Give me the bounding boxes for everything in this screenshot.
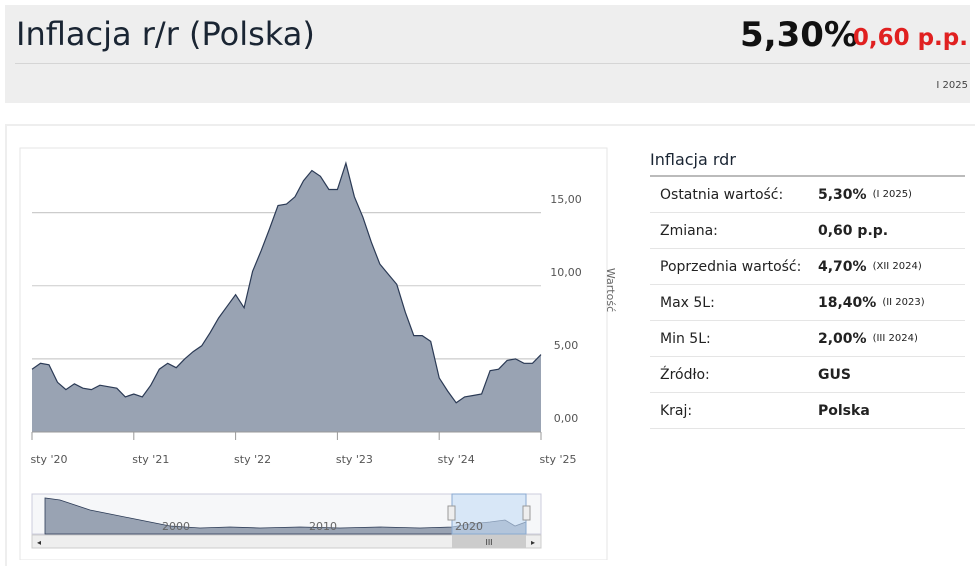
navigator-label: 2010 [309,520,337,533]
y-axis-title: Wartość [604,268,617,312]
table-row: Kraj: Polska [650,393,965,429]
y-tick-label: 15,00 [550,193,582,206]
y-tick-label: 0,00 [554,412,579,425]
navigator-handle[interactable] [447,505,456,521]
row-note: (III 2024) [872,333,918,344]
row-value: 18,40% [818,294,877,311]
header: Inflacja r/r (Polska) 5,30% 0,60 p.p. I … [5,5,970,103]
period: I 2025 [936,80,968,91]
change: 0,60 p.p. [852,25,968,51]
y-tick-label: 5,00 [554,339,579,352]
x-tick-label: sty '21 [132,453,169,466]
row-value: 2,00% [818,330,867,347]
x-tick-label: sty '24 [438,453,475,466]
scrollbar-thumb[interactable] [452,535,526,548]
table-row: Źródło: GUS [650,357,965,393]
table-row: Ostatnia wartość: 5,30% (I 2025) [650,177,965,213]
row-value: Polska [818,402,870,419]
x-tick-label: sty '20 [30,453,67,466]
table-row: Min 5L: 2,00% (III 2024) [650,321,965,357]
row-value: GUS [818,366,851,383]
navigator-label: 2000 [162,520,190,533]
navigator-handle[interactable] [522,505,531,521]
row-label: Max 5L: [660,294,715,311]
content-box [5,124,975,566]
row-label: Źródło: [660,366,710,383]
row-note: (XII 2024) [872,261,922,272]
x-tick-label: sty '22 [234,453,271,466]
row-value: 5,30% [818,186,867,203]
table-row: Poprzednia wartość: 4,70% (XII 2024) [650,249,965,285]
current-value: 5,30% [740,15,858,55]
scroll-right[interactable]: ▸ [531,538,535,547]
scrollbar-grip: III [485,538,492,547]
row-label: Zmiana: [660,222,718,239]
row-label: Min 5L: [660,330,711,347]
row-label: Poprzednia wartość: [660,258,802,275]
navigator-label: 2020 [455,520,483,533]
table-title: Inflacja rdr [650,148,965,177]
scrollbar[interactable] [31,534,542,549]
y-tick-label: 10,00 [550,266,582,279]
x-tick-label: sty '23 [336,453,373,466]
navigator-window[interactable] [451,493,527,535]
area [32,163,541,432]
x-tick-label: sty '25 [539,453,576,466]
row-note: (I 2025) [872,189,912,200]
row-note: (II 2023) [882,297,925,308]
row-label: Kraj: [660,402,693,419]
row-value: 4,70% [818,258,867,275]
title: Inflacja r/r (Polska) [16,15,315,53]
row-value: 0,60 p.p. [818,222,889,239]
chart: III ◂ ▸ 2000 2010 2020 Wartość 0,00 5,00 1… [19,147,617,560]
row-label: Ostatnia wartość: [660,186,784,203]
scroll-left[interactable]: ◂ [37,538,41,547]
table-row: Max 5L: 18,40% (II 2023) [650,285,965,321]
stats-table: Inflacja rdr Ostatnia wartość: 5,30% (I 20… [650,148,965,429]
table-row: Zmiana: 0,60 p.p. [650,213,965,249]
line [31,161,542,404]
separator [15,63,970,64]
